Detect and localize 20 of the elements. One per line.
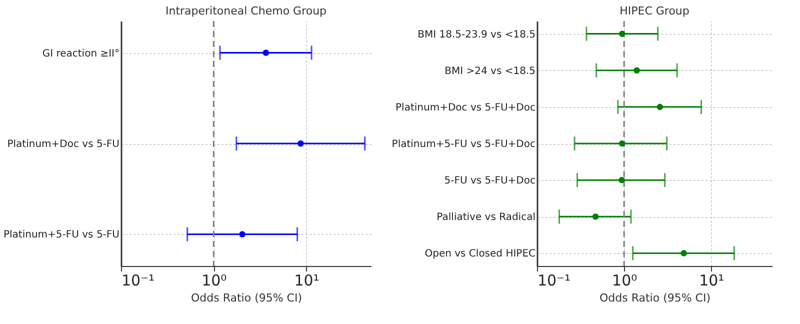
y-tick-label: Platinum+5-FU vs 5-FU+Doc	[392, 139, 536, 150]
x-tick-label: 10⁻¹	[122, 272, 155, 290]
y-tick-label: Platinum+Doc vs 5-FU+Doc	[396, 102, 536, 114]
x-tick-label: 10⁰	[612, 272, 638, 290]
x-tick-label: 10¹	[699, 272, 724, 290]
x-tick-label: 10⁰	[202, 272, 227, 290]
x-axis-title: Odds Ratio (95% CI)	[190, 292, 302, 304]
x-tick-label: 10¹	[294, 272, 320, 290]
y-tick-label: BMI >24 vs <18.5	[444, 66, 536, 77]
x-axis-title: Odds Ratio (95% CI)	[599, 292, 711, 304]
x-tick-label: 10⁻¹	[538, 272, 571, 290]
y-tick-label: Open vs Closed HIPEC	[424, 248, 536, 260]
y-tick-label: Platinum+Doc vs 5-FU	[7, 139, 120, 150]
y-tick-label: Platinum+5-FU vs 5-FU	[3, 230, 120, 241]
y-tick-label: BMI 18.5-23.9 vs <18.5	[418, 29, 536, 40]
y-tick-label: 5-FU vs 5-FU+Doc	[444, 176, 536, 187]
chart-title: Intraperitoneal Chemo Group	[165, 4, 327, 18]
chart-title: HIPEC Group	[620, 4, 690, 18]
y-tick-label: Palliative vs Radical	[436, 212, 536, 224]
y-tick-label: GI reaction ≥II°	[42, 48, 120, 60]
